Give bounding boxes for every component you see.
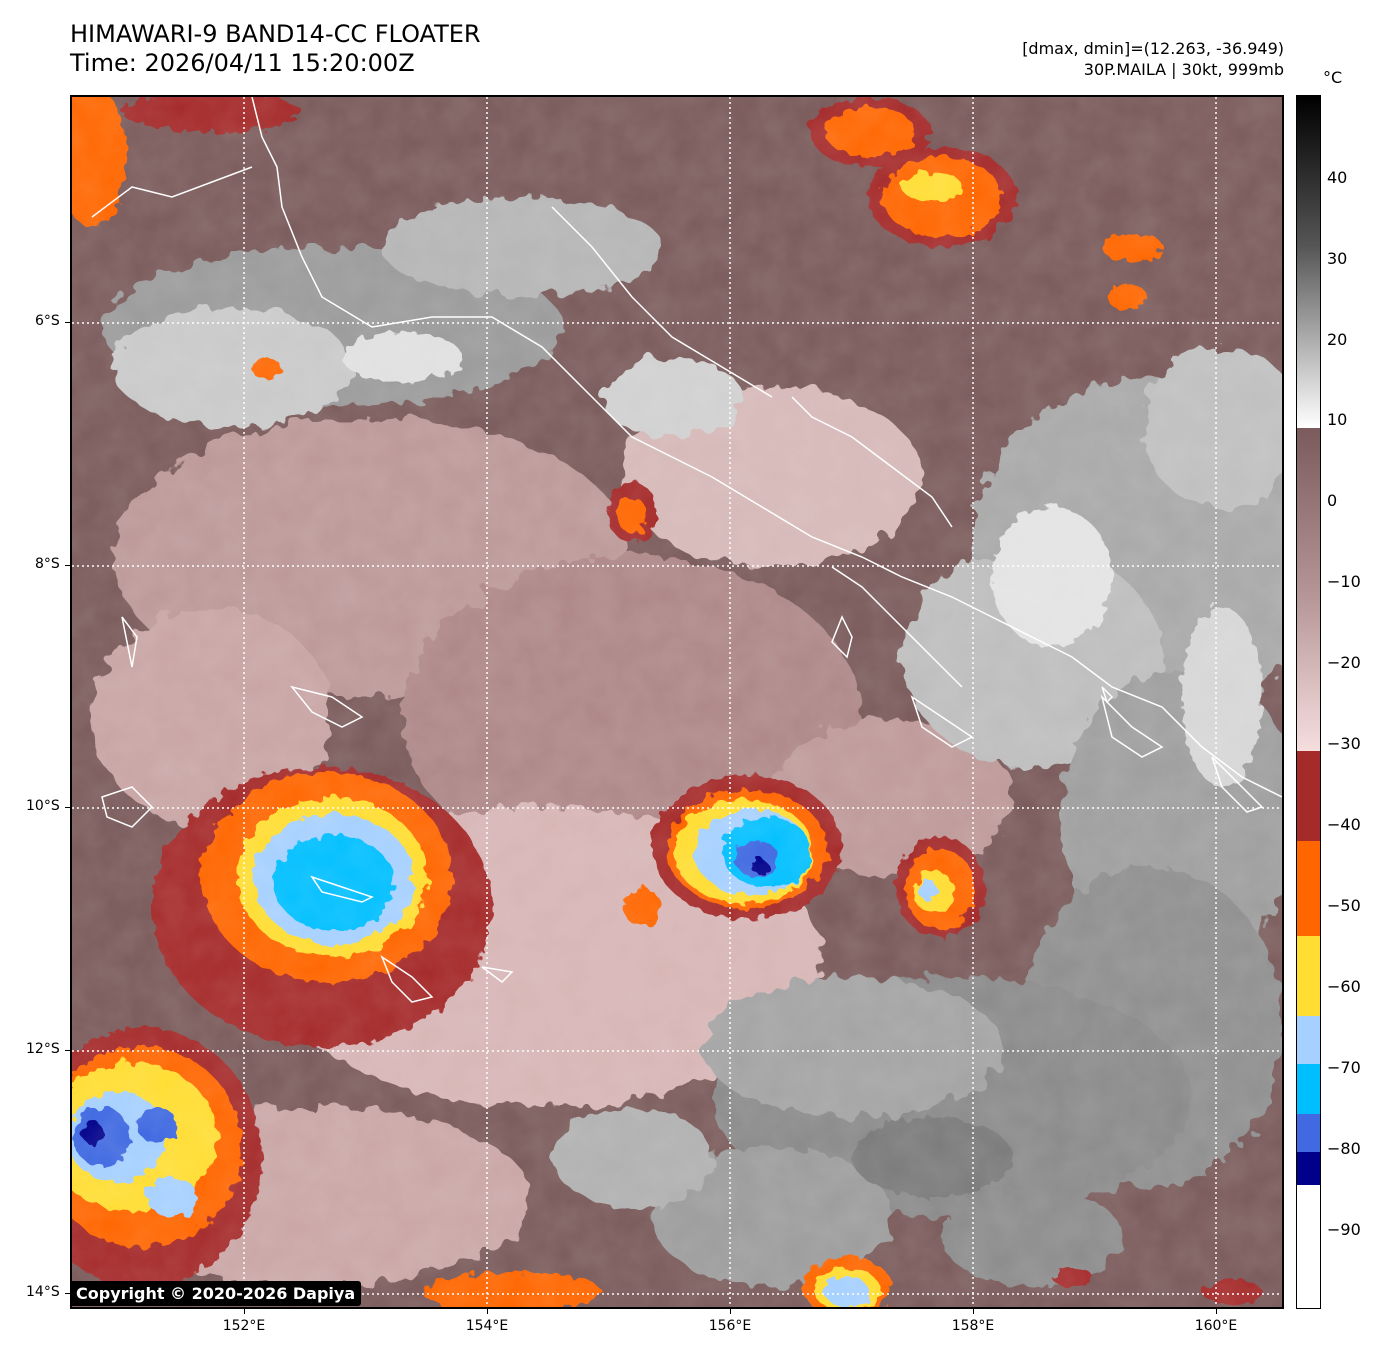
colorbar-tick-label: 30 (1327, 249, 1348, 268)
lon-label-154e: 154°E (465, 1318, 509, 1334)
colorbar-gradient (1297, 96, 1320, 1308)
satellite-map[interactable] (70, 95, 1284, 1309)
colorbar-tick-label: −80 (1327, 1139, 1361, 1158)
lat-label-10s: 10°S (26, 798, 60, 814)
colorbar (1296, 95, 1321, 1309)
lon-tick (244, 1309, 245, 1314)
lat-label-6s: 6°S (35, 313, 60, 329)
lat-label-12s: 12°S (26, 1041, 60, 1057)
colorbar-tick-label: −50 (1327, 896, 1361, 915)
lon-label-152e: 152°E (222, 1318, 266, 1334)
colorbar-tick-label: −70 (1327, 1058, 1361, 1077)
lat-tick (65, 1050, 70, 1051)
lat-tick (65, 807, 70, 808)
lat-tick (65, 1293, 70, 1294)
colorbar-tick-label: −20 (1327, 653, 1361, 672)
lat-label-14s: 14°S (26, 1284, 60, 1300)
colorbar-tick-label: 10 (1327, 410, 1348, 429)
map-title: HIMAWARI-9 BAND14-CC FLOATER Time: 2026/… (70, 20, 481, 78)
lon-tick (487, 1309, 488, 1314)
storm-name-text: 30P.MAILA | 30kt, 999mb (1083, 60, 1284, 79)
lon-tick (730, 1309, 731, 1314)
lon-label-156e: 156°E (708, 1318, 752, 1334)
data-range-text: [dmax, dmin]=(12.263, -36.949) (1022, 39, 1284, 58)
colorbar-unit: °C (1323, 68, 1343, 87)
colorbar-tick-label: −10 (1327, 572, 1361, 591)
colorbar-tick-label: 0 (1327, 491, 1338, 510)
lon-tick (973, 1309, 974, 1314)
colorbar-tick-label: 40 (1327, 168, 1348, 187)
satellite-imagery (72, 97, 1282, 1307)
colorbar-tick-label: −60 (1327, 977, 1361, 996)
lon-label-160e: 160°E (1194, 1318, 1238, 1334)
lon-tick (1216, 1309, 1217, 1314)
title-time: Time: 2026/04/11 15:20:00Z (70, 49, 415, 77)
lat-label-8s: 8°S (35, 556, 60, 572)
colorbar-tick-label: −90 (1327, 1220, 1361, 1239)
colorbar-tick-label: 20 (1327, 330, 1348, 349)
copyright-label: Copyright © 2020-2026 Dapiya (70, 1281, 362, 1306)
colorbar-tick-label: −30 (1327, 734, 1361, 753)
storm-info: [dmax, dmin]=(12.263, -36.949) 30P.MAILA… (1022, 38, 1284, 80)
colorbar-tick-label: −40 (1327, 815, 1361, 834)
lon-label-158e: 158°E (951, 1318, 995, 1334)
title-product: HIMAWARI-9 BAND14-CC FLOATER (70, 20, 481, 48)
lat-tick (65, 565, 70, 566)
lat-tick (65, 322, 70, 323)
